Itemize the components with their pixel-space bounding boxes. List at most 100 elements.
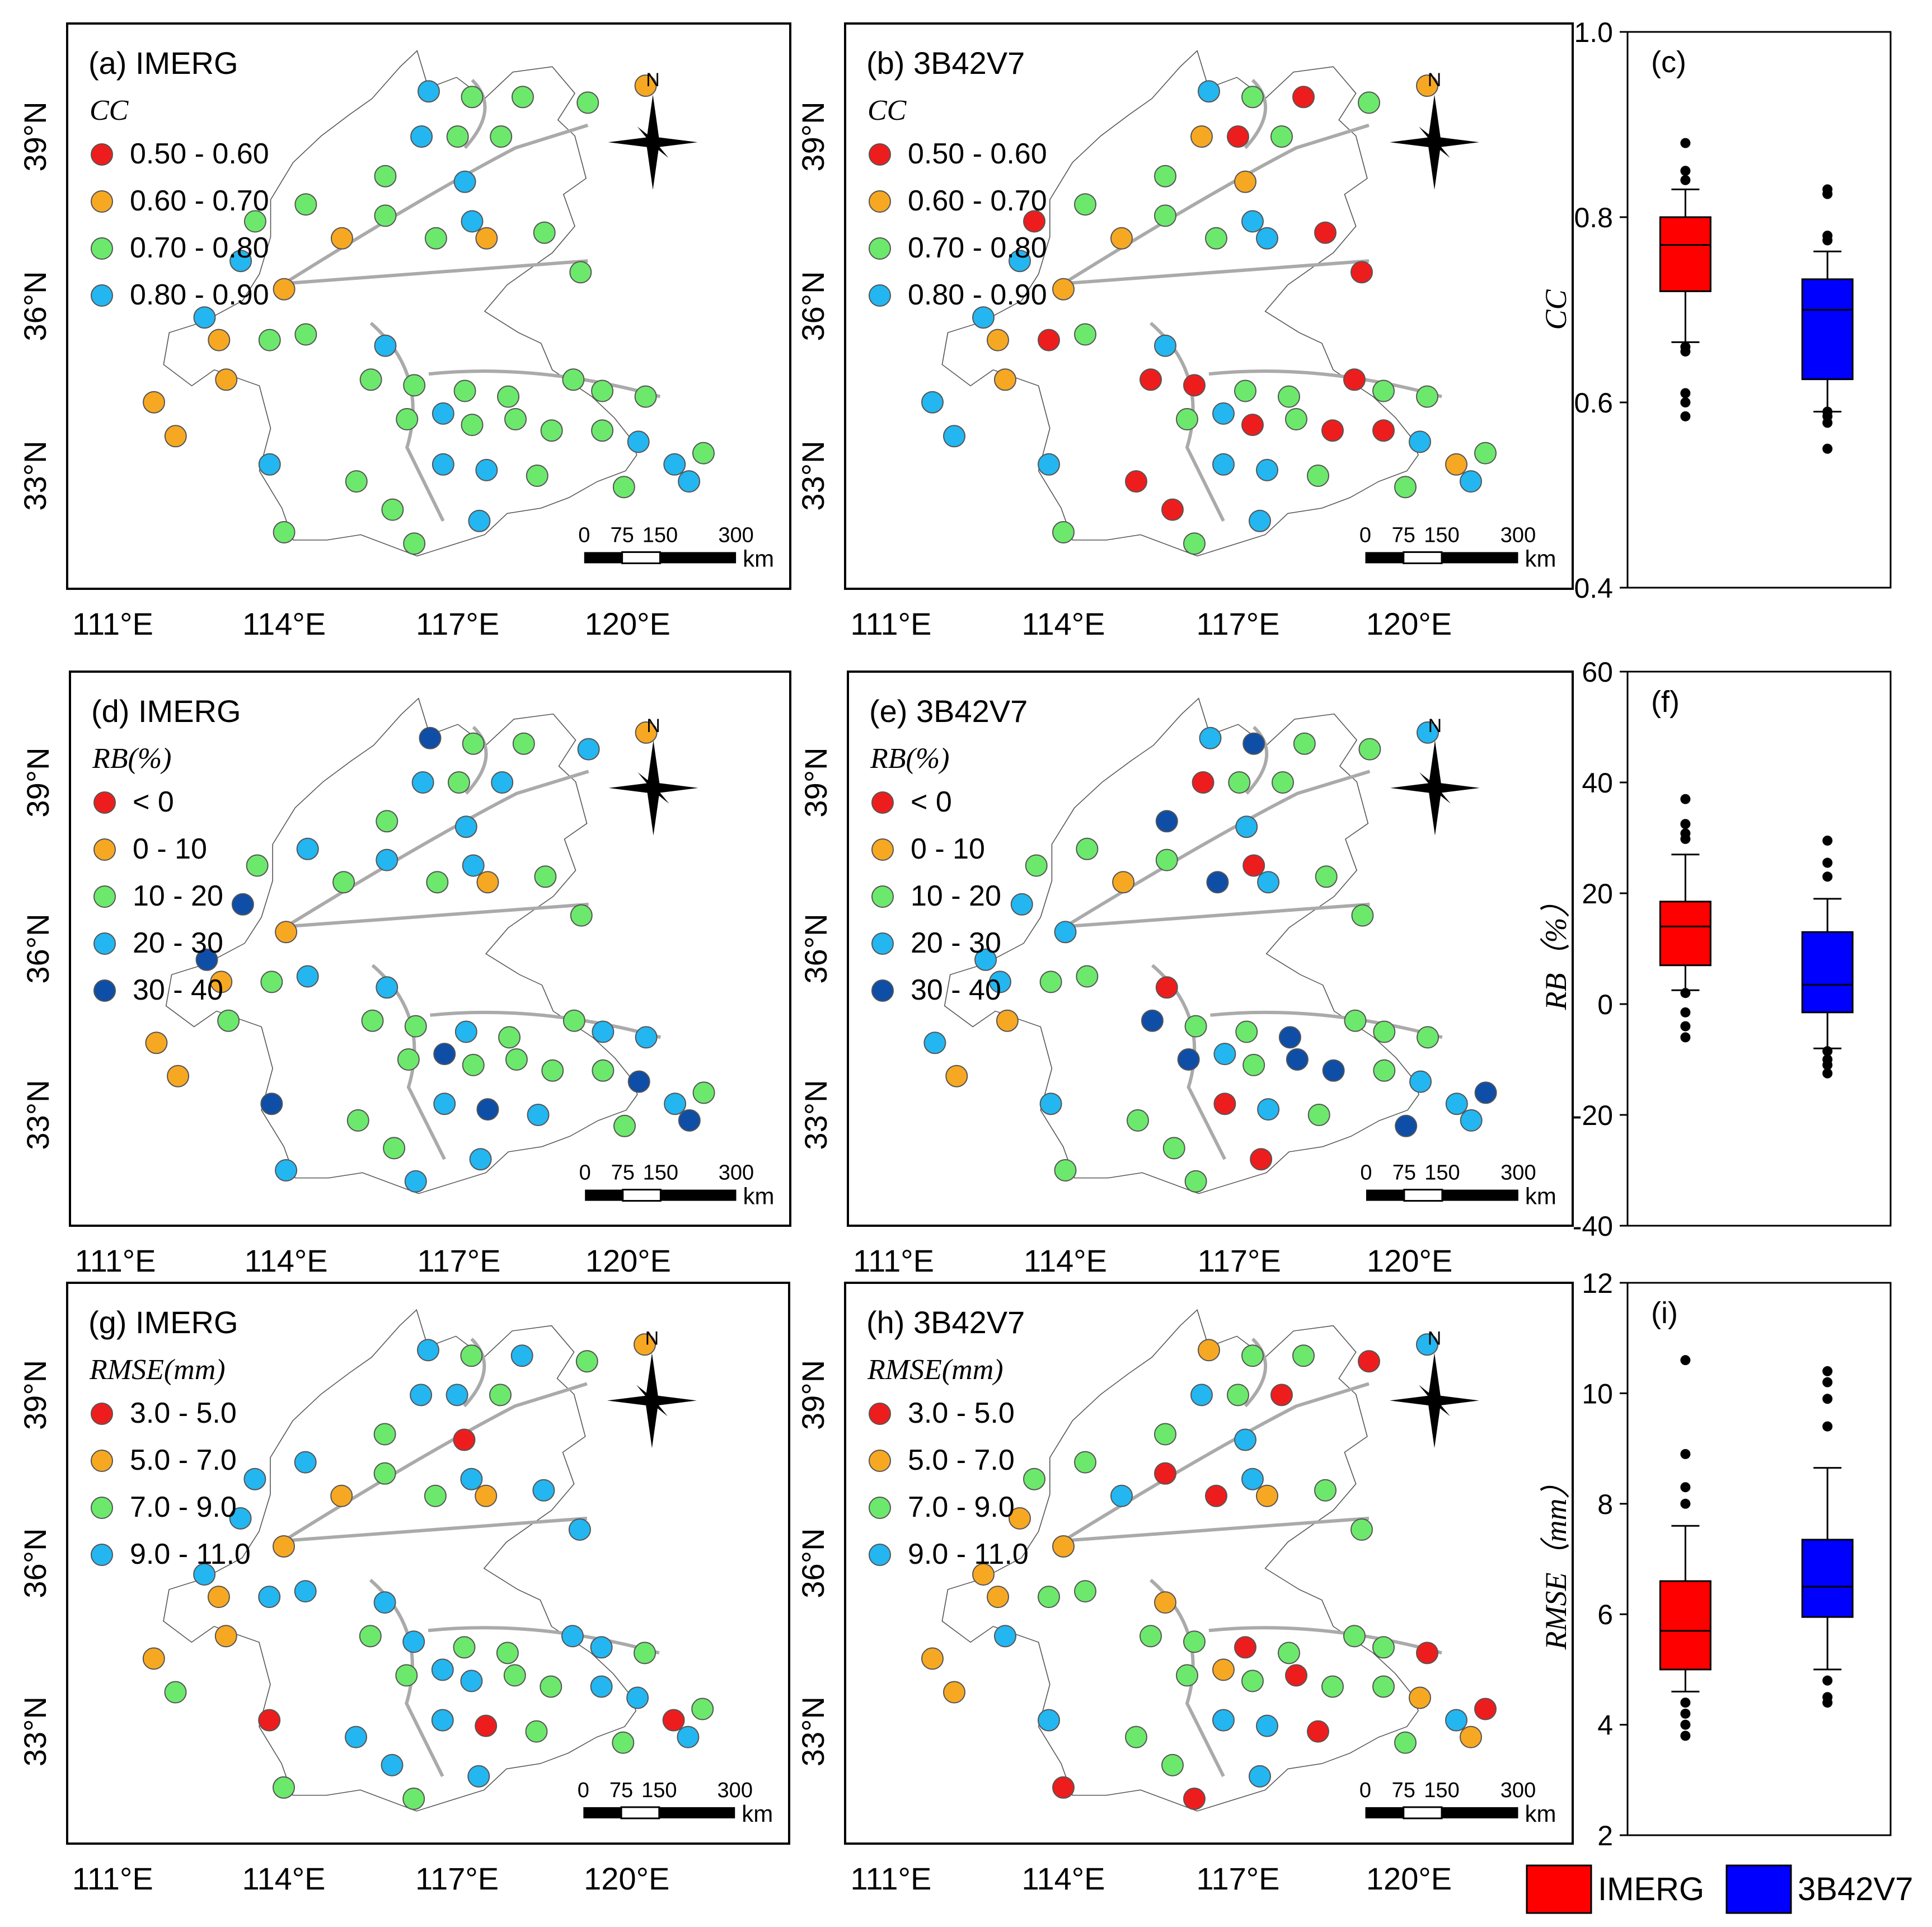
- legend-label: 0 - 10: [133, 833, 207, 865]
- station-marker: [217, 1009, 240, 1032]
- station-marker: [461, 414, 484, 437]
- station-marker: [417, 1339, 439, 1362]
- panel-label: (f): [1651, 685, 1680, 719]
- legend-label: 10 - 20: [911, 880, 1001, 912]
- station-marker: [634, 1642, 656, 1665]
- box-series: [1801, 835, 1854, 1079]
- panel-label: (g) IMERG: [88, 1305, 238, 1340]
- legend-swatch: [91, 1497, 113, 1519]
- station-marker: [195, 948, 218, 971]
- station-marker: [562, 1009, 585, 1032]
- station-marker: [374, 204, 397, 227]
- station-marker: [403, 532, 426, 555]
- y-tick-label: 2: [1597, 1820, 1613, 1851]
- legend-swatch: [1725, 1864, 1792, 1914]
- station-marker: [1256, 1714, 1278, 1737]
- y-tick-label: 33°N: [17, 1696, 53, 1766]
- outlier-point: [1822, 1675, 1833, 1686]
- station-marker: [1234, 1428, 1256, 1451]
- station-marker: [296, 965, 319, 988]
- station-marker: [431, 1709, 454, 1732]
- station-marker: [1154, 1423, 1176, 1446]
- x-tick-label: 114°E: [1021, 1861, 1105, 1896]
- station-marker: [1127, 1109, 1149, 1132]
- outlier-point: [1822, 189, 1833, 199]
- legend-swatch: [869, 1450, 891, 1472]
- station-marker: [164, 1681, 187, 1704]
- station-marker: [1154, 204, 1176, 227]
- station-marker: [330, 227, 353, 250]
- station-marker: [345, 470, 368, 493]
- station-marker: [410, 125, 433, 148]
- station-marker: [330, 1484, 353, 1507]
- station-marker: [592, 1059, 615, 1082]
- north-arrow-icon: N: [607, 1328, 697, 1448]
- station-marker: [1155, 848, 1178, 871]
- station-marker: [418, 80, 440, 103]
- station-marker: [1256, 458, 1278, 481]
- scale-tick-label: 300: [1500, 1161, 1536, 1185]
- scale-unit: km: [743, 1183, 774, 1209]
- station-marker: [1272, 771, 1294, 794]
- outlier-point: [1822, 857, 1833, 868]
- station-marker: [1177, 1048, 1200, 1071]
- station-marker: [1409, 430, 1431, 453]
- y-tick-label: 39°N: [798, 747, 833, 817]
- y-tick-label: 36°N: [20, 913, 55, 983]
- station-marker: [1192, 771, 1214, 794]
- station-marker: [1257, 1098, 1280, 1121]
- y-tick-label: 40: [1582, 767, 1613, 799]
- series-legend: IMERG 3B42V7: [1526, 1864, 1913, 1914]
- legend-title: CC: [867, 95, 907, 126]
- scale-tick-label: 75: [609, 1779, 633, 1802]
- boxplot-panel: 0.4 0.6 0.8 1.0 (c) CC: [1539, 17, 1892, 604]
- station-marker: [1190, 1384, 1213, 1406]
- station-marker: [411, 771, 434, 794]
- x-tick-label: 111°E: [850, 1861, 931, 1896]
- station-marker: [1183, 532, 1206, 555]
- x-tick-label: 117°E: [1196, 1861, 1279, 1896]
- station-marker: [462, 854, 485, 877]
- station-marker: [1074, 1451, 1096, 1474]
- station-marker: [359, 1625, 382, 1648]
- station-marker: [1213, 1093, 1236, 1115]
- station-marker: [1234, 170, 1256, 193]
- x-tick-label: 117°E: [1198, 1243, 1281, 1278]
- box: [1659, 901, 1711, 967]
- station-marker: [1307, 1720, 1329, 1743]
- x-tick-label: 117°E: [417, 1243, 500, 1278]
- legend-label: 0.60 - 0.70: [908, 185, 1047, 217]
- outlier-point: [1822, 1366, 1833, 1376]
- station-marker: [275, 921, 298, 944]
- scale-tick-label: 150: [1424, 523, 1459, 547]
- outlier-point: [1822, 1421, 1833, 1432]
- station-marker: [1358, 738, 1381, 761]
- station-marker: [612, 476, 635, 499]
- station-marker: [1154, 334, 1176, 357]
- station-marker: [1161, 1753, 1184, 1776]
- station-marker: [972, 1563, 995, 1586]
- station-marker: [577, 738, 600, 761]
- station-marker: [207, 1586, 230, 1609]
- station-marker: [1250, 1148, 1273, 1171]
- y-tick-label: 33°N: [17, 440, 53, 510]
- station-marker: [1074, 323, 1096, 346]
- legend-swatch: [91, 284, 113, 307]
- station-marker: [424, 1484, 447, 1507]
- station-marker: [1350, 261, 1373, 284]
- station-marker: [145, 1032, 168, 1054]
- station-marker: [1416, 385, 1438, 408]
- y-tick-label: 0.4: [1574, 573, 1613, 604]
- station-marker: [332, 871, 355, 894]
- station-marker: [167, 1065, 190, 1087]
- station-marker: [1198, 1339, 1220, 1362]
- station-marker: [1184, 1170, 1207, 1193]
- station-marker: [1285, 1664, 1307, 1687]
- station-marker: [490, 125, 513, 148]
- station-marker: [1358, 1350, 1380, 1373]
- station-marker: [210, 970, 233, 993]
- y-tick-label: 10: [1582, 1378, 1613, 1409]
